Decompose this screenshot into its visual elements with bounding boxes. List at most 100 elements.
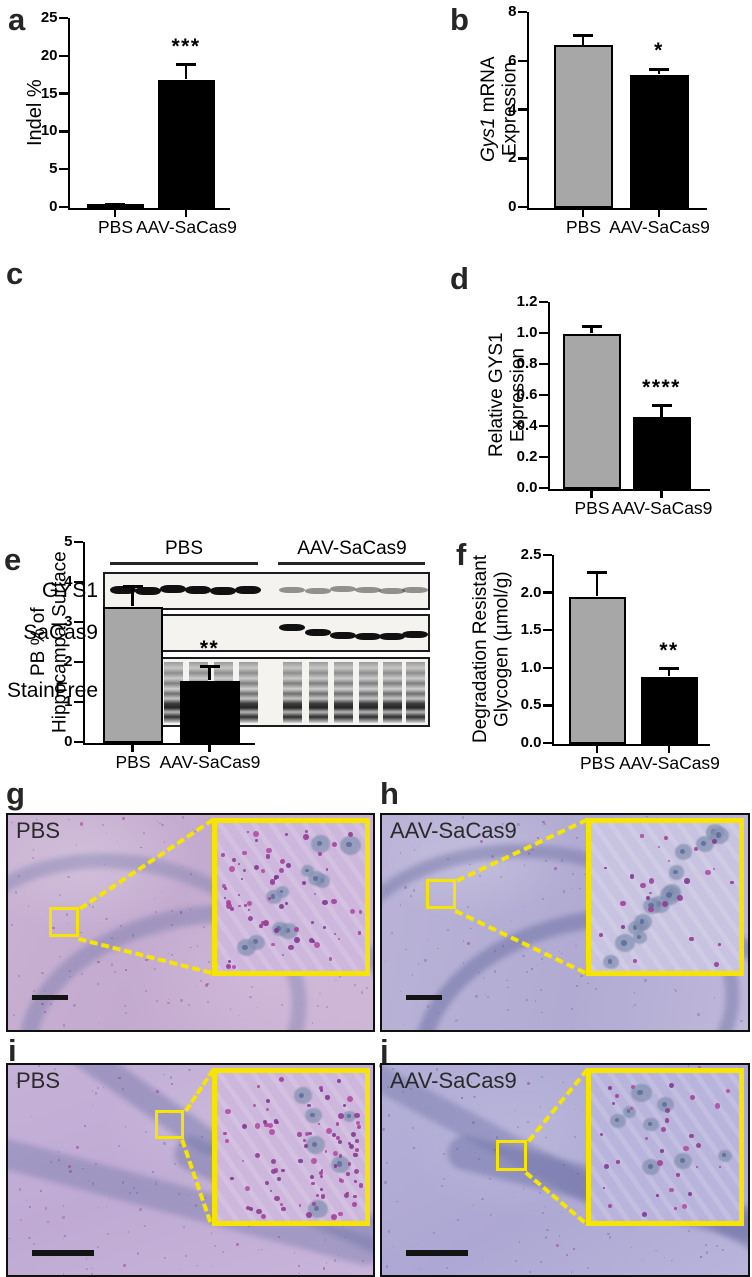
tissue-speckle [161,891,163,893]
pas-speckle [151,1170,155,1173]
bar-aav-sacas9 [179,680,240,743]
pas-granule [322,899,328,906]
tissue-speckle [562,890,566,893]
bar-pbs [553,45,613,208]
tissue-speckle [156,821,159,823]
inset-magnified-view [586,818,744,976]
pas-granule [244,904,247,907]
pas-granule [346,1172,351,1177]
x-tick-mark [667,746,671,753]
panel-h-histology: h AAV-SaCas9 [376,775,752,1033]
pas-granule [607,1203,613,1209]
tissue-speckle [526,970,528,973]
category-label-pbs: PBS [97,217,134,237]
y-tick-mark [538,424,548,428]
tissue-speckle [57,1151,60,1154]
tissue-speckle [17,974,20,977]
tissue-speckle [299,1003,301,1006]
pas-granule [320,1169,323,1172]
pas-speckle [277,1235,281,1239]
tissue-speckle [713,997,716,999]
pas-granule [714,1103,721,1109]
tissue-label: PBS [16,818,61,843]
category-label-pbs: PBS [579,753,616,773]
pas-granule [252,1103,257,1108]
tissue-speckle [93,898,97,901]
tissue-speckle [526,1120,530,1123]
category-label-aav-sacas9: AAV-SaCas9 [159,752,261,772]
tissue-speckle [461,816,464,819]
y-tick-mark [58,54,68,58]
pas-granule [268,897,271,900]
pas-granule [332,842,338,848]
pas-granule [338,1178,343,1182]
tissue-speckle [722,1249,724,1251]
pas-granule [677,895,683,901]
tissue-speckle [539,1106,542,1108]
tissue-speckle [95,1163,97,1165]
y-tick-mark [58,130,68,133]
y-tick-label: 0.0 [516,479,538,496]
pas-granule [659,1149,664,1154]
tissue-speckle [405,948,407,950]
pas-granule [273,876,278,880]
pas-granule [273,928,279,934]
pas-granule [313,892,317,896]
tissue-speckle [181,816,185,819]
tissue-speckle [435,1068,439,1071]
panel-i-histology: i PBS [0,1033,376,1277]
error-bar-cap [573,33,593,37]
tissue-speckle [135,1192,138,1195]
tissue-speckle [122,1274,125,1275]
pas-speckle [206,982,209,986]
y-tick-mark [542,666,552,670]
tissue-speckle [540,1261,542,1263]
pas-granule [335,1121,340,1126]
tissue-speckle [82,1167,84,1170]
tissue-speckle [106,832,108,835]
tissue-speckle [136,1252,140,1255]
pas-granule [279,858,285,865]
y-tick-label: 10 [40,122,58,140]
pas-speckle [43,1010,47,1014]
x-tick-mark [184,210,188,217]
y-tick-label: 0.0 [520,734,542,751]
tissue-speckle [607,1232,610,1236]
y-tick-label: 5 [64,533,73,550]
y-tick-label: 0.8 [516,355,538,372]
tissue-speckle [419,1269,421,1271]
pas-granule [252,830,259,837]
tissue-speckle [437,947,439,949]
tissue-speckle [493,1148,497,1152]
x-tick-mark [660,491,663,498]
tissue-speckle [482,1257,484,1259]
tissue-speckle [33,989,36,992]
tissue-speckle [688,1230,690,1233]
y-tick-mark [542,741,552,745]
tissue-speckle [391,1246,393,1248]
tissue-speckle [13,1014,16,1017]
tissue-speckle [342,1226,344,1228]
pas-granule [246,1205,251,1211]
pas-granule [309,1175,314,1180]
tissue-speckle [531,849,534,852]
pas-granule [663,835,669,841]
pas-granule [298,1158,303,1164]
tissue-speckle [281,1003,284,1007]
pas-granule [253,864,260,871]
pas-granule [665,1108,671,1114]
y-tick-mark [73,540,83,544]
significance-stars: * [654,39,664,63]
tissue-speckle [512,1196,515,1199]
pas-granule [281,954,284,957]
tissue-speckle [139,1208,142,1211]
tissue-speckle [475,995,478,998]
pas-granule [303,834,310,840]
pas-speckle [83,1124,87,1127]
bar-aav-sacas9 [629,74,689,208]
tissue-speckle [199,980,202,982]
tissue-speckle [63,1024,66,1027]
tissue-speckle [32,849,35,851]
tissue-speckle [388,1114,391,1117]
pas-granule [311,1201,316,1206]
